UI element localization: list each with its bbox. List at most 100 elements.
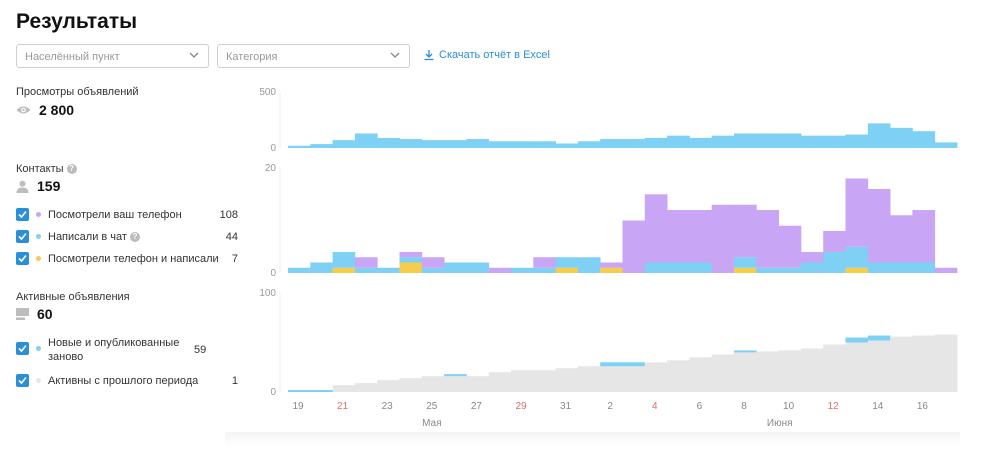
chart-bar bbox=[667, 360, 690, 392]
legend-dot bbox=[36, 212, 41, 217]
contacts-item-chat[interactable]: Написали в чат? 44 bbox=[16, 230, 238, 244]
chart-bar bbox=[823, 231, 846, 252]
chart-bar bbox=[622, 139, 646, 148]
check-icon bbox=[18, 344, 27, 353]
chart-bar bbox=[912, 210, 936, 263]
download-excel-link[interactable]: Скачать отчёт в Excel bbox=[423, 49, 550, 61]
chart-bar bbox=[310, 144, 333, 148]
legend-label: Новые и опубликованные заново bbox=[48, 337, 180, 363]
chart-bar bbox=[288, 145, 311, 148]
chart-bar bbox=[734, 257, 757, 268]
chart-bar bbox=[644, 137, 668, 148]
chart-bar bbox=[800, 262, 824, 273]
legend-value: 7 bbox=[231, 253, 238, 265]
category-placeholder: Категория bbox=[226, 51, 278, 63]
x-tick-label: 8 bbox=[741, 401, 747, 412]
chart-bar bbox=[332, 267, 356, 273]
chart-bar bbox=[890, 262, 913, 273]
chart-bar bbox=[399, 139, 423, 148]
chart-bar bbox=[600, 362, 623, 367]
views-total: 2 800 bbox=[39, 102, 75, 118]
chart-bar bbox=[600, 366, 623, 392]
checkbox[interactable] bbox=[16, 342, 29, 355]
chart-bar bbox=[399, 257, 423, 263]
chart-bar bbox=[555, 267, 579, 273]
chart-bar bbox=[533, 257, 556, 268]
chart-bar bbox=[778, 350, 802, 392]
help-icon[interactable]: ? bbox=[129, 232, 140, 243]
chart-bar bbox=[421, 257, 445, 268]
check-icon bbox=[18, 376, 27, 385]
month-label: Мая bbox=[422, 418, 441, 429]
chart-bar bbox=[555, 257, 579, 268]
chart-bar bbox=[867, 189, 891, 263]
locality-select[interactable]: Населённый пункт bbox=[16, 44, 209, 68]
chart-bar bbox=[310, 262, 333, 273]
y-tick-label: 0 bbox=[270, 143, 276, 154]
checkbox[interactable] bbox=[16, 208, 29, 221]
chart-bar bbox=[667, 262, 690, 273]
legend-dot bbox=[36, 346, 41, 351]
checkbox[interactable] bbox=[16, 252, 29, 265]
chart-bar bbox=[377, 267, 400, 273]
active-item-new[interactable]: Новые и опубликованные заново 59 bbox=[16, 336, 238, 364]
x-tick-label: 27 bbox=[471, 401, 483, 412]
chart-bar bbox=[734, 204, 757, 258]
chart-bar bbox=[734, 133, 757, 148]
chart-bar bbox=[711, 354, 735, 392]
contacts-metric: 159 bbox=[16, 178, 60, 194]
chart-bar bbox=[488, 267, 512, 273]
chart-bar bbox=[845, 342, 869, 392]
views-label: Просмотры объявлений bbox=[16, 86, 139, 98]
category-select[interactable]: Категория bbox=[217, 44, 410, 68]
chart-bar bbox=[644, 362, 668, 392]
chart-bar bbox=[667, 210, 690, 263]
checkbox[interactable] bbox=[16, 230, 29, 243]
chart-bar bbox=[600, 262, 623, 268]
locality-placeholder: Населённый пункт bbox=[25, 51, 120, 63]
y-tick-label: 0 bbox=[270, 268, 276, 279]
checkbox[interactable] bbox=[16, 374, 29, 387]
chart-bar bbox=[354, 267, 378, 273]
chart-bar bbox=[288, 390, 311, 392]
contacts-label-text: Контакты bbox=[16, 163, 64, 175]
chart-bar bbox=[778, 267, 802, 273]
chart-bar bbox=[466, 376, 490, 392]
legend-value: 44 bbox=[225, 231, 238, 243]
chart-bar bbox=[511, 370, 534, 392]
chart-bar bbox=[466, 262, 490, 273]
scroll-shadow bbox=[225, 432, 960, 446]
x-tick-label: 14 bbox=[872, 401, 884, 412]
legend-label: Посмотрели телефон и написали bbox=[48, 253, 219, 265]
contacts-label: Контакты? bbox=[16, 163, 77, 175]
page-title: Результаты bbox=[16, 10, 138, 33]
chart-bar bbox=[845, 246, 869, 268]
chart-bar bbox=[689, 137, 713, 148]
chart-bar bbox=[912, 335, 936, 392]
chart-bar bbox=[711, 204, 735, 273]
chart-bar bbox=[734, 350, 757, 353]
chart-bar bbox=[511, 141, 534, 148]
chart-bar bbox=[310, 390, 333, 392]
check-icon bbox=[18, 254, 27, 263]
legend-label-wrap: Написали в чат? bbox=[48, 230, 220, 244]
chart-bar bbox=[689, 210, 713, 263]
chart-bar bbox=[577, 366, 601, 392]
contacts-item-phone[interactable]: Посмотрели ваш телефон 108 bbox=[16, 208, 238, 222]
contacts-item-both[interactable]: Посмотрели телефон и написали 7 bbox=[16, 252, 238, 266]
chart-bar bbox=[778, 133, 802, 148]
help-icon[interactable]: ? bbox=[66, 164, 77, 175]
chart-bar bbox=[600, 267, 623, 273]
user-icon bbox=[16, 180, 29, 193]
chart-bar bbox=[845, 267, 869, 273]
chart-bar bbox=[756, 133, 779, 148]
chart-bar bbox=[823, 135, 846, 148]
chart-bar bbox=[399, 262, 423, 273]
chart-bar bbox=[377, 137, 400, 148]
chart-bar bbox=[332, 140, 356, 148]
chart-bar bbox=[867, 335, 891, 341]
chevron-down-icon bbox=[390, 52, 400, 58]
chart-bar bbox=[488, 372, 512, 392]
active-item-prev[interactable]: Активны с прошлого периода 1 bbox=[16, 374, 238, 388]
chart-bar bbox=[689, 357, 713, 392]
